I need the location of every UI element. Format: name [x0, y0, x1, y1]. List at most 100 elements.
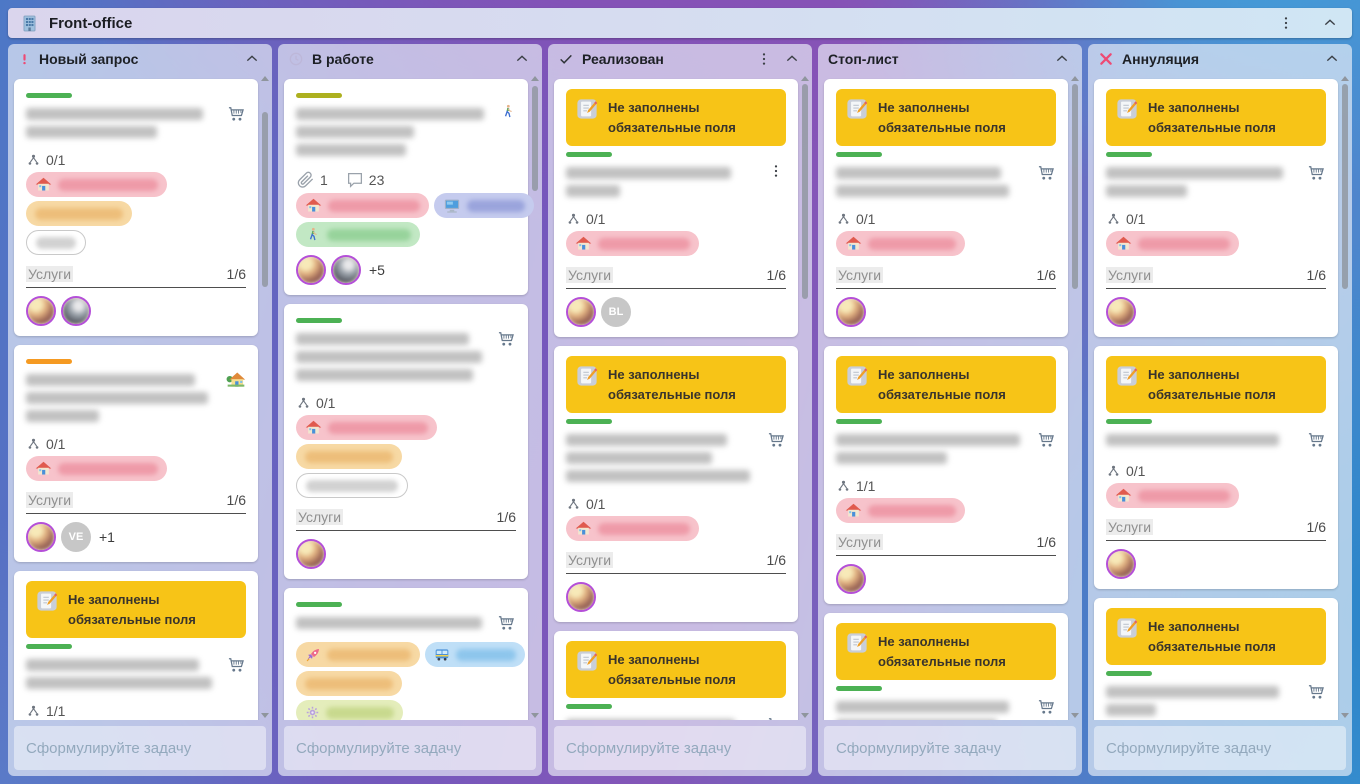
scroll-down-arrow-icon[interactable]: [260, 713, 269, 718]
scroll-up-arrow-icon[interactable]: [1340, 76, 1349, 81]
tag-chip[interactable]: [296, 642, 420, 667]
column-scrollbar[interactable]: [530, 76, 539, 718]
scrollbar-thumb[interactable]: [532, 86, 538, 191]
scroll-up-arrow-icon[interactable]: [1070, 76, 1079, 81]
avatar[interactable]: [836, 564, 866, 594]
task-card[interactable]: 0/1 Услуги 1/6 VE +1: [14, 345, 258, 562]
scroll-up-arrow-icon[interactable]: [800, 76, 809, 81]
subtasks-icon: [838, 213, 849, 224]
scroll-up-arrow-icon[interactable]: [260, 76, 269, 81]
blurred-text-line: [296, 333, 469, 345]
services-row[interactable]: Услуги 1/6: [566, 547, 786, 574]
services-row[interactable]: Услуги 1/6: [836, 262, 1056, 289]
avatar-initials[interactable]: VE: [61, 522, 91, 552]
avatar[interactable]: [296, 255, 326, 285]
services-row[interactable]: Услуги 1/6: [26, 487, 246, 514]
avatar[interactable]: [296, 539, 326, 569]
tag-chip[interactable]: [1106, 483, 1239, 508]
column-collapse-button[interactable]: [1052, 49, 1072, 69]
new-task-input[interactable]: Сформулируйте задачу: [824, 726, 1076, 770]
required-fields-banner: Не заполнены обязательные поля: [1106, 356, 1326, 413]
scrollbar-thumb[interactable]: [1072, 84, 1078, 289]
avatar[interactable]: [1106, 549, 1136, 579]
services-row[interactable]: Услуги 1/6: [1106, 262, 1326, 289]
avatar[interactable]: [61, 296, 91, 326]
scroll-down-arrow-icon[interactable]: [1070, 713, 1079, 718]
services-row[interactable]: Услуги 1/6: [26, 261, 246, 288]
avatar-photo-blurred: [28, 298, 54, 324]
avatar[interactable]: [331, 255, 361, 285]
task-card[interactable]: 1 23 +5: [284, 79, 534, 295]
task-card[interactable]: Не заполнены обязательные поля: [824, 613, 1068, 720]
task-title-blurred: [1106, 680, 1298, 720]
task-card[interactable]: Не заполнены обязательные поля 0/1 Услуги 1…: [554, 79, 798, 337]
tag-chip[interactable]: [26, 201, 132, 226]
scroll-down-arrow-icon[interactable]: [530, 713, 539, 718]
avatar-initials[interactable]: BL: [601, 297, 631, 327]
tag-chip[interactable]: [26, 230, 86, 255]
column-menu-button[interactable]: [754, 49, 774, 69]
scrollbar-thumb[interactable]: [262, 112, 268, 287]
task-card[interactable]: 0/1 Услуги 1/6: [14, 79, 258, 336]
avatar[interactable]: [26, 522, 56, 552]
tag-chip[interactable]: [296, 473, 408, 498]
column-scrollbar[interactable]: [800, 76, 809, 718]
task-card[interactable]: Не заполнены обязательные поля325: [554, 631, 798, 720]
new-task-input[interactable]: Сформулируйте задачу: [284, 726, 536, 770]
scroll-down-arrow-icon[interactable]: [800, 713, 809, 718]
tag-chip[interactable]: [296, 700, 403, 720]
scrollbar-thumb[interactable]: [802, 84, 808, 299]
task-card[interactable]: [284, 588, 528, 720]
tag-chip[interactable]: [434, 193, 534, 218]
task-card[interactable]: Не заполнены обязательные поля 0/1 Услуги 1…: [824, 79, 1068, 337]
avatar[interactable]: [26, 296, 56, 326]
tag-chip[interactable]: [296, 415, 437, 440]
tag-chip[interactable]: [26, 456, 167, 481]
board-collapse-button[interactable]: [1320, 13, 1340, 33]
column-collapse-button[interactable]: [512, 49, 532, 69]
tag-chip[interactable]: [566, 231, 699, 256]
avatar[interactable]: [566, 297, 596, 327]
task-card[interactable]: Не заполнены обязательные поля 1/1 Услуги 1…: [824, 346, 1068, 604]
column-header-new-request: Новый запрос: [8, 44, 272, 74]
tag-chip[interactable]: [1106, 231, 1239, 256]
column-scrollbar[interactable]: [1340, 76, 1349, 718]
services-row[interactable]: Услуги 1/6: [836, 529, 1056, 556]
board-menu-button[interactable]: [1276, 13, 1296, 33]
avatar[interactable]: [1106, 297, 1136, 327]
paperclip-icon: [297, 171, 314, 188]
avatar[interactable]: [566, 582, 596, 612]
scroll-down-arrow-icon[interactable]: [1340, 713, 1349, 718]
tag-chip[interactable]: [296, 671, 402, 696]
column-collapse-button[interactable]: [782, 49, 802, 69]
scrollbar-thumb[interactable]: [1342, 84, 1348, 289]
new-task-input[interactable]: Сформулируйте задачу: [554, 726, 806, 770]
column-collapse-button[interactable]: [242, 49, 262, 69]
tag-chip[interactable]: [296, 222, 420, 247]
column-scrollbar[interactable]: [260, 76, 269, 718]
services-row[interactable]: Услуги 1/6: [1106, 514, 1326, 541]
tag-chip[interactable]: [836, 498, 965, 523]
tag-chip[interactable]: [26, 172, 167, 197]
task-card[interactable]: Не заполнены обязательные поля 1/1: [14, 571, 258, 720]
task-card[interactable]: Не заполнены обязательные поля 0/1 Услуги 1…: [1094, 346, 1338, 589]
services-row[interactable]: Услуги 1/6: [566, 262, 786, 289]
new-task-input[interactable]: Сформулируйте задачу: [1094, 726, 1346, 770]
tag-chip[interactable]: [566, 516, 699, 541]
tag-chip[interactable]: [296, 444, 402, 469]
new-task-input[interactable]: Сформулируйте задачу: [14, 726, 266, 770]
blurred-text-line: [836, 719, 998, 720]
scroll-up-arrow-icon[interactable]: [530, 76, 539, 81]
task-card[interactable]: 0/1 Услуги 1/6: [284, 304, 528, 579]
tag-chip[interactable]: [296, 193, 429, 218]
tag-chip[interactable]: [425, 642, 525, 667]
task-card[interactable]: Не заполнены обязательные поля 0/1 Услуги 1…: [1094, 79, 1338, 337]
card-menu-button[interactable]: [766, 161, 786, 183]
task-card[interactable]: Не заполнены обязательные поля 0/1 Услуги 1…: [554, 346, 798, 622]
services-row[interactable]: Услуги 1/6: [296, 504, 516, 531]
avatar[interactable]: [836, 297, 866, 327]
column-collapse-button[interactable]: [1322, 49, 1342, 69]
tag-chip[interactable]: [836, 231, 965, 256]
column-scrollbar[interactable]: [1070, 76, 1079, 718]
